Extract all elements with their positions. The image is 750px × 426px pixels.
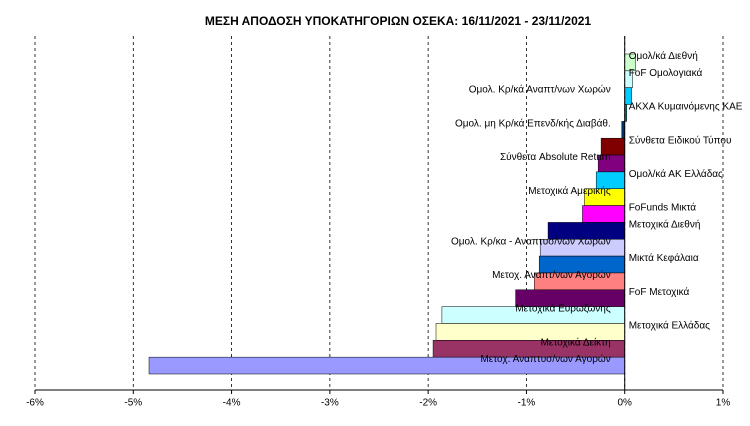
chart-title: ΜΕΣΗ ΑΠΟΔΟΣΗ ΥΠΟΚΑΤΗΓΟΡΙΩΝ ΟΣΕΚΑ: 16/11/… xyxy=(205,14,592,28)
category-label: FoF Ομολογιακά xyxy=(629,67,703,79)
category-label: Σύνθετα Absolute Return xyxy=(500,151,611,163)
category-label: Μετοχ. Αναπτ/νων Αγορών xyxy=(492,269,611,281)
x-tick-label: -3% xyxy=(321,398,339,409)
category-label: Μετοχικά Ελλάδας xyxy=(629,320,710,332)
category-label: Μετοχ. Αναπτυσ/νων Αγορών xyxy=(480,353,610,365)
category-label: Μετοχικά Διεθνή xyxy=(629,218,701,230)
x-tick-label: -1% xyxy=(518,398,536,409)
category-label: Μικτά Κεφάλαια xyxy=(629,252,699,264)
bar xyxy=(582,205,625,223)
category-label: Ομολ. μη Κρ/κά Επενδ/κής Διαβάθ. xyxy=(455,117,611,129)
category-label: Μετοχικά Αμερικής xyxy=(528,185,611,197)
x-tick-label: 0% xyxy=(617,398,632,409)
x-tick-label: 1% xyxy=(716,398,731,409)
x-tick-label: -2% xyxy=(419,398,437,409)
x-tick-label: -5% xyxy=(124,398,142,409)
category-label: Ομολ. Κρ/κά Αναπτ/νων Χωρών xyxy=(469,84,611,96)
x-tick-label: -6% xyxy=(26,398,44,409)
category-label: ΑΚΧΑ Κυμαινόμενης ΚΑΕ xyxy=(629,101,743,113)
category-label: Ομολ/κά ΑΚ Ελλάδας xyxy=(629,168,723,180)
category-label: Μετοχικά Ευρωζώνης xyxy=(515,303,611,315)
category-label: Μετοχικά Δείκτη xyxy=(541,336,611,348)
category-label: Σύνθετα Ειδικού Τύπου xyxy=(629,134,732,146)
x-tick-label: -4% xyxy=(223,398,241,409)
category-label: FoFunds Μικτά xyxy=(629,202,697,214)
category-label: Ομολ/κά Διεθνή xyxy=(629,50,698,62)
category-label: Ομολ. Κρ/κα - Αναπτυσ/νων Χωρών xyxy=(451,235,611,247)
category-label: FoF Μετοχικά xyxy=(629,286,690,298)
